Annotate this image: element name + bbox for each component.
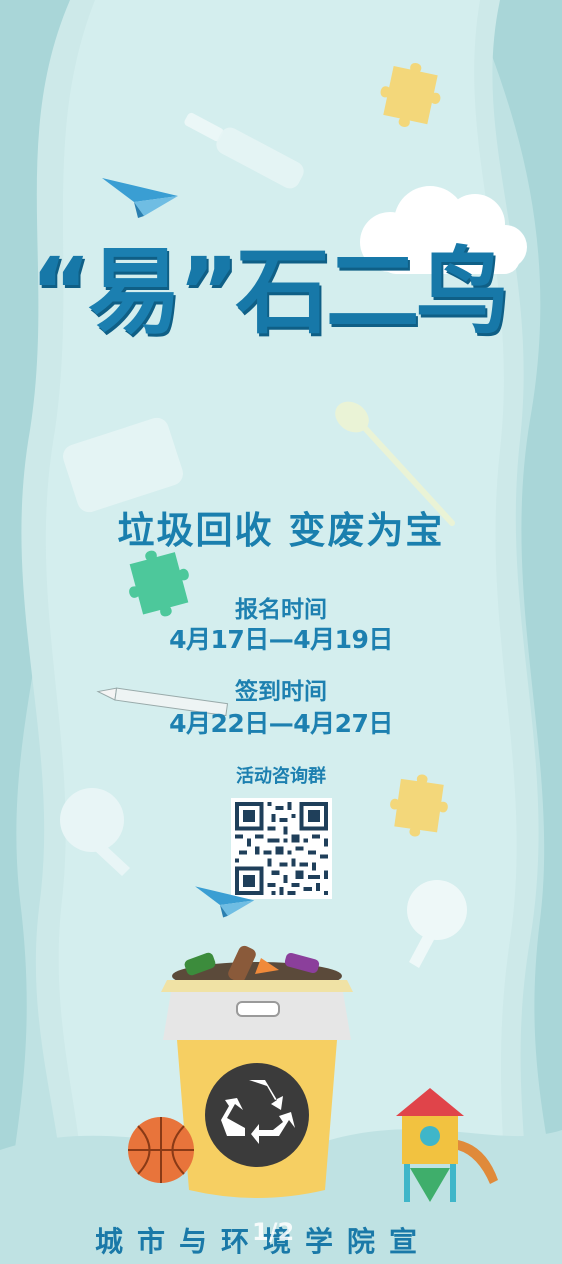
recycle-bin-icon: [161, 945, 353, 1198]
page-indicator: 1/2: [252, 1218, 295, 1246]
cloud-icon: [360, 186, 527, 274]
qr-code-icon[interactable]: [231, 798, 332, 899]
light-bulb-icon: [60, 788, 130, 876]
puzzle-piece-icon: [390, 774, 448, 837]
light-bulb-icon: [407, 880, 467, 968]
checkin-dates: 4月22日—4月27日: [169, 709, 393, 738]
poster-title: “易”石二鸟: [30, 228, 530, 358]
title-rest: 石二鸟: [235, 238, 510, 347]
title-highlight-word: 易: [87, 238, 182, 347]
registration-label: 报名时间: [235, 597, 327, 623]
basketball-icon: [128, 1117, 194, 1183]
registration-dates: 4月17日—4月19日: [169, 625, 393, 654]
pencil-icon: [96, 687, 229, 717]
title-quote-open: “: [30, 238, 92, 347]
paper-plane-icon: [195, 886, 255, 918]
paper-plane-icon: [102, 178, 178, 218]
playhouse-icon: [396, 1088, 498, 1202]
footer-organizer: 城市与环境学院宣: [95, 1225, 432, 1258]
plastic-spoon-icon: [335, 401, 455, 526]
plastic-container-icon: [62, 417, 184, 513]
poster-subtitle: 垃圾回收 变废为宝: [117, 509, 445, 552]
glass-bottle-icon: [184, 112, 304, 189]
title-quote-close: ”: [177, 238, 240, 347]
puzzle-piece-icon: [129, 550, 189, 617]
puzzle-piece-icon: [380, 63, 441, 127]
qr-label: 活动咨询群: [236, 766, 326, 787]
checkin-label: 签到时间: [235, 679, 327, 705]
